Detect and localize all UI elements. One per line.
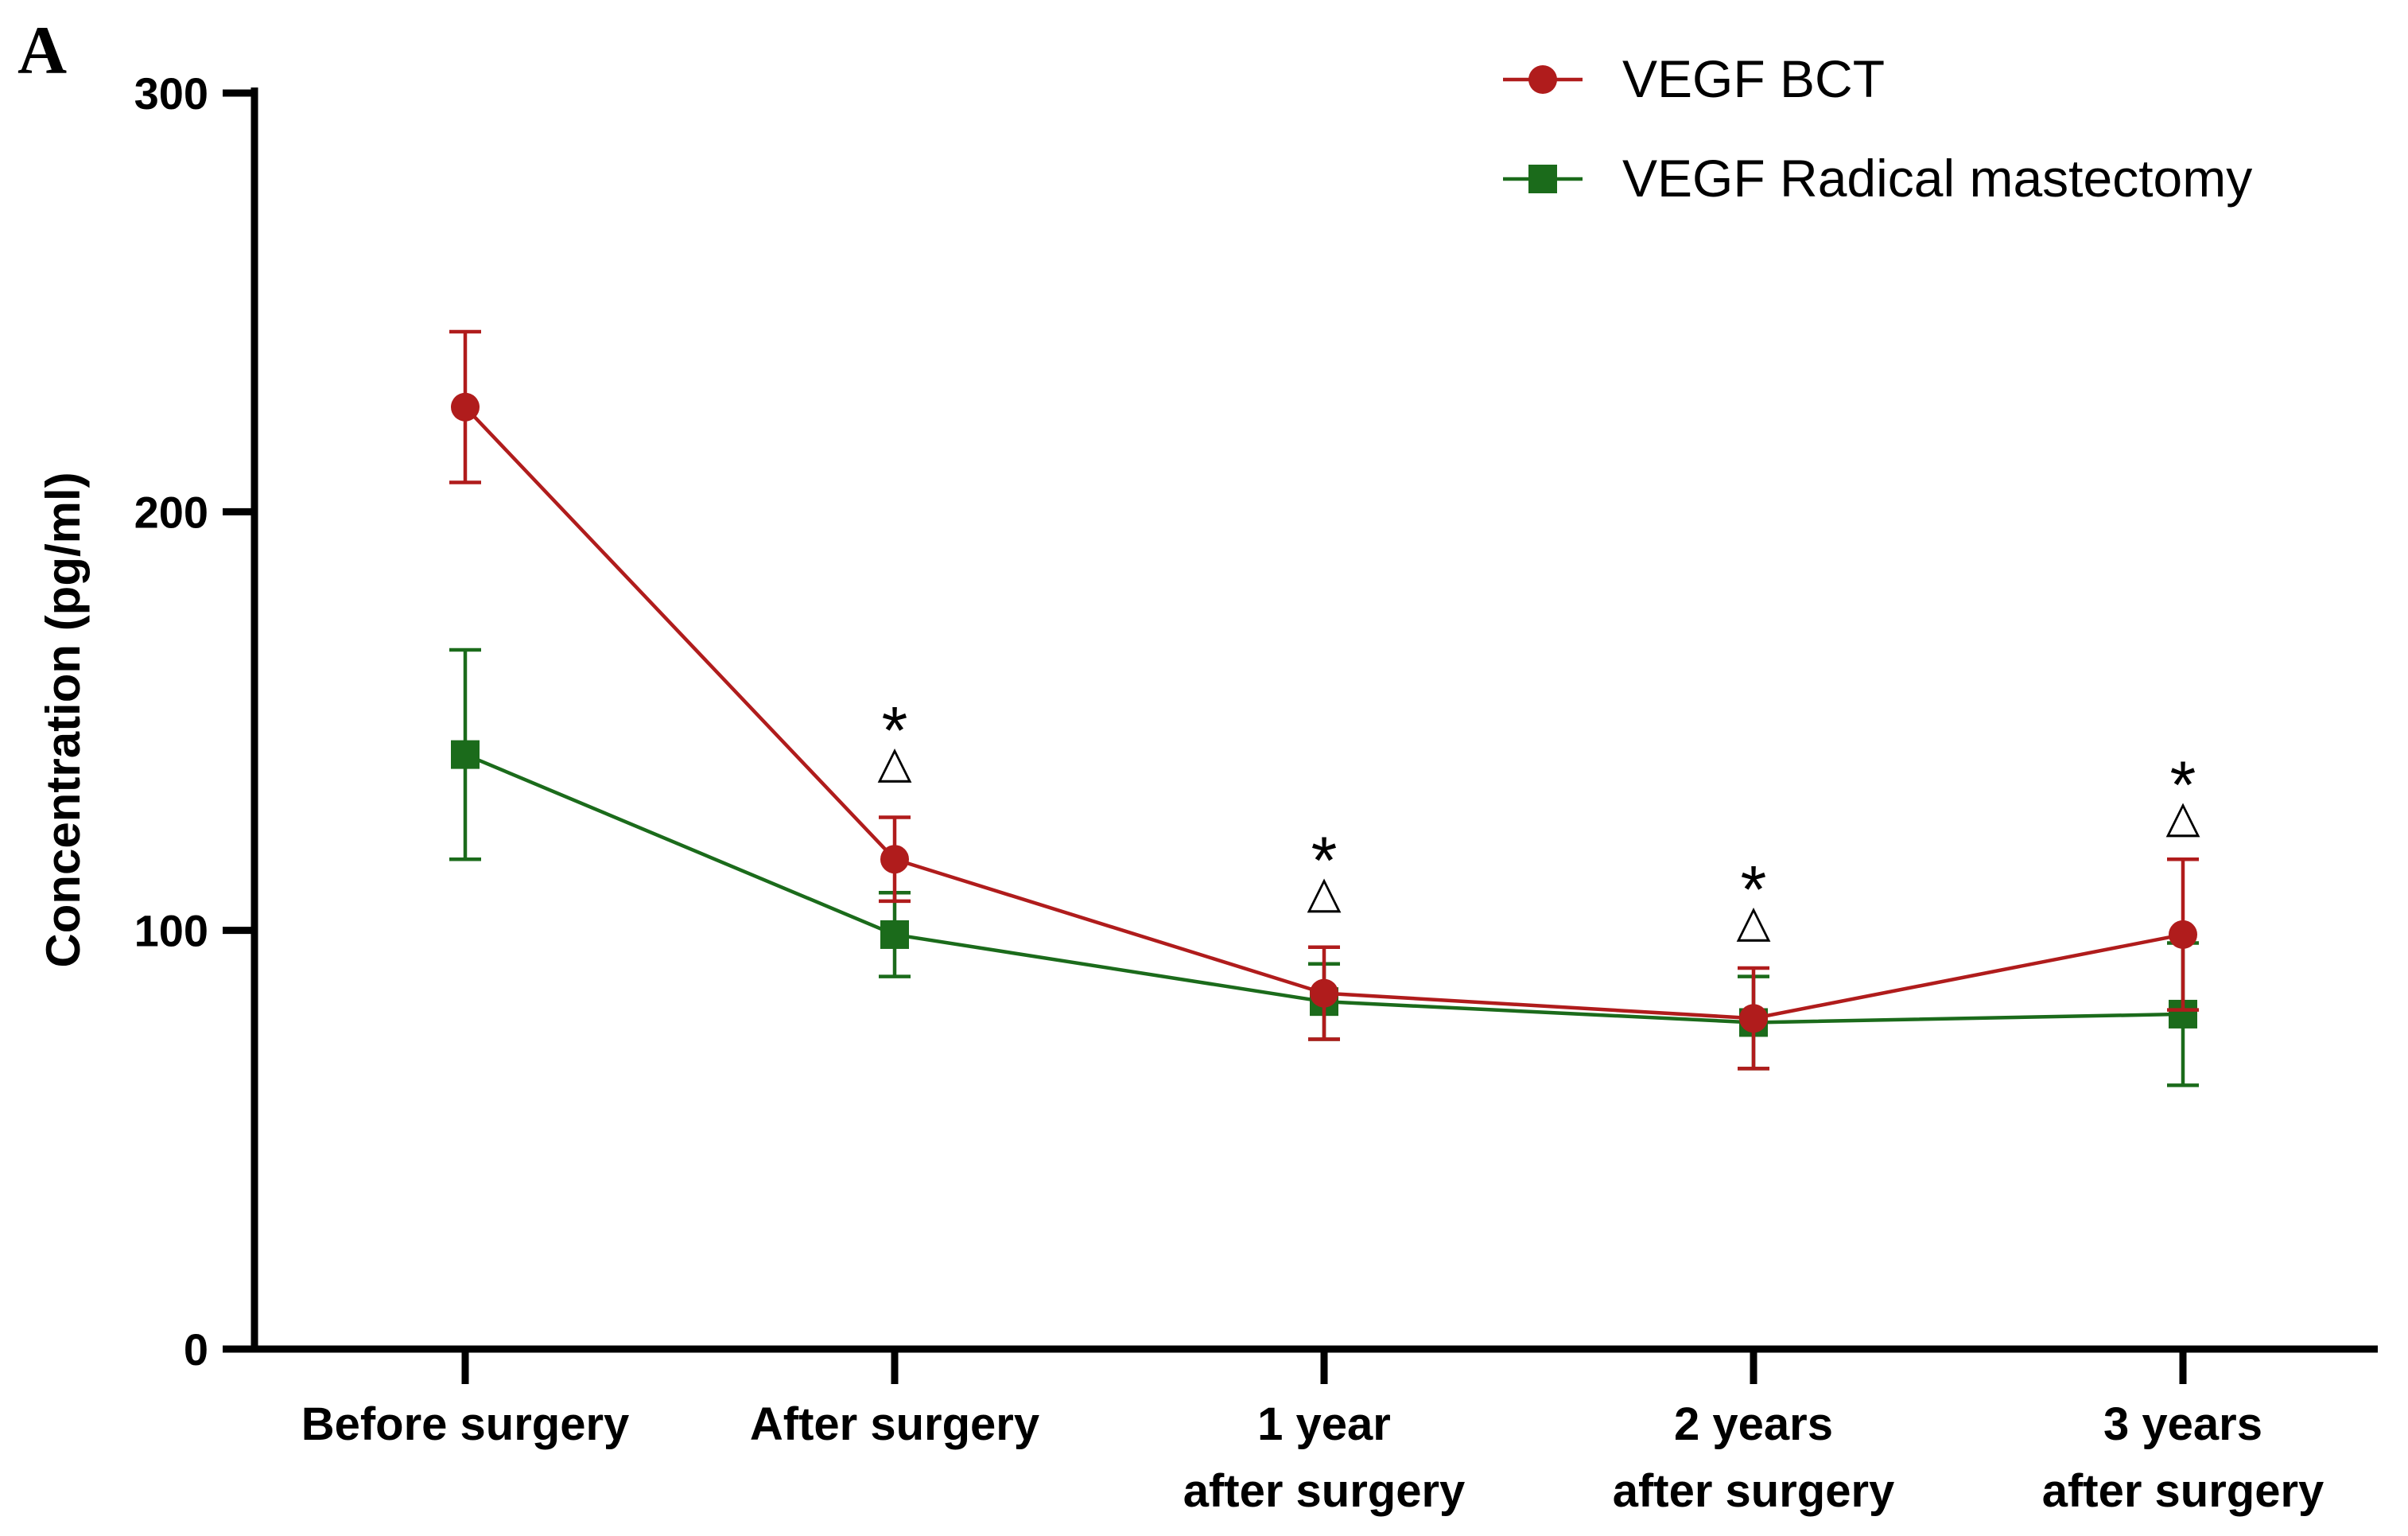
axes [223,87,2378,1353]
data-point [880,845,909,874]
x-tick-label: Before surgery [301,1398,630,1450]
x-tick-label: 3 years [2103,1398,2262,1450]
data-point [2169,920,2197,949]
data-point [880,920,909,949]
series-vegf-bct [449,329,2199,1071]
data-point [1739,1004,1768,1033]
series-layer [449,329,2199,1087]
data-point [1310,978,1338,1008]
significance-annotation: △* [1736,852,1770,946]
legend-item: VEGF BCT [1503,49,1885,108]
legend-label: VEGF BCT [1622,49,1885,108]
star-marker: * [882,693,908,768]
triangle-marker: △ [2165,791,2200,842]
annotation-layer: △*△*△*△* [877,693,2200,946]
panel-label: A [17,12,67,88]
x-tick-label: after surgery [1183,1465,1466,1517]
significance-annotation: △* [2165,748,2200,842]
x-tick-label: after surgery [2042,1465,2324,1517]
data-point [451,740,480,769]
legend-marker [1528,65,1557,94]
legend-label: VEGF Radical mastectomy [1622,149,2252,208]
legend-item: VEGF Radical mastectomy [1503,149,2252,208]
triangle-marker: △ [877,737,911,787]
star-marker: * [1741,852,1767,927]
x-tick-label: 2 years [1674,1398,1833,1450]
y-tick-label: 200 [134,487,208,537]
data-point [451,392,480,422]
y-axis-label: Concentration (pg/ml) [37,472,90,967]
x-tick-label: after surgery [1613,1465,1895,1517]
triangle-marker: △ [1736,896,1770,946]
star-marker: * [2170,748,2196,822]
star-marker: * [1311,822,1338,897]
triangle-marker: △ [1307,866,1341,916]
series-line [464,406,2184,1021]
significance-annotation: △* [877,693,911,787]
legend-marker [1528,165,1557,193]
significance-annotation: △* [1307,822,1341,916]
y-tick-label: 100 [134,906,208,956]
y-tick-label: 0 [184,1324,208,1375]
x-tick-label: 1 year [1257,1398,1391,1450]
legend: VEGF BCT VEGF Radical mastectomy [1503,49,2252,208]
x-ticks: Before surgery After surgery 1 year after s… [301,1349,2324,1517]
x-tick-label: After surgery [750,1398,1039,1450]
y-tick-label: 300 [134,68,208,119]
y-ticks: 0 100 200 300 [134,68,254,1375]
